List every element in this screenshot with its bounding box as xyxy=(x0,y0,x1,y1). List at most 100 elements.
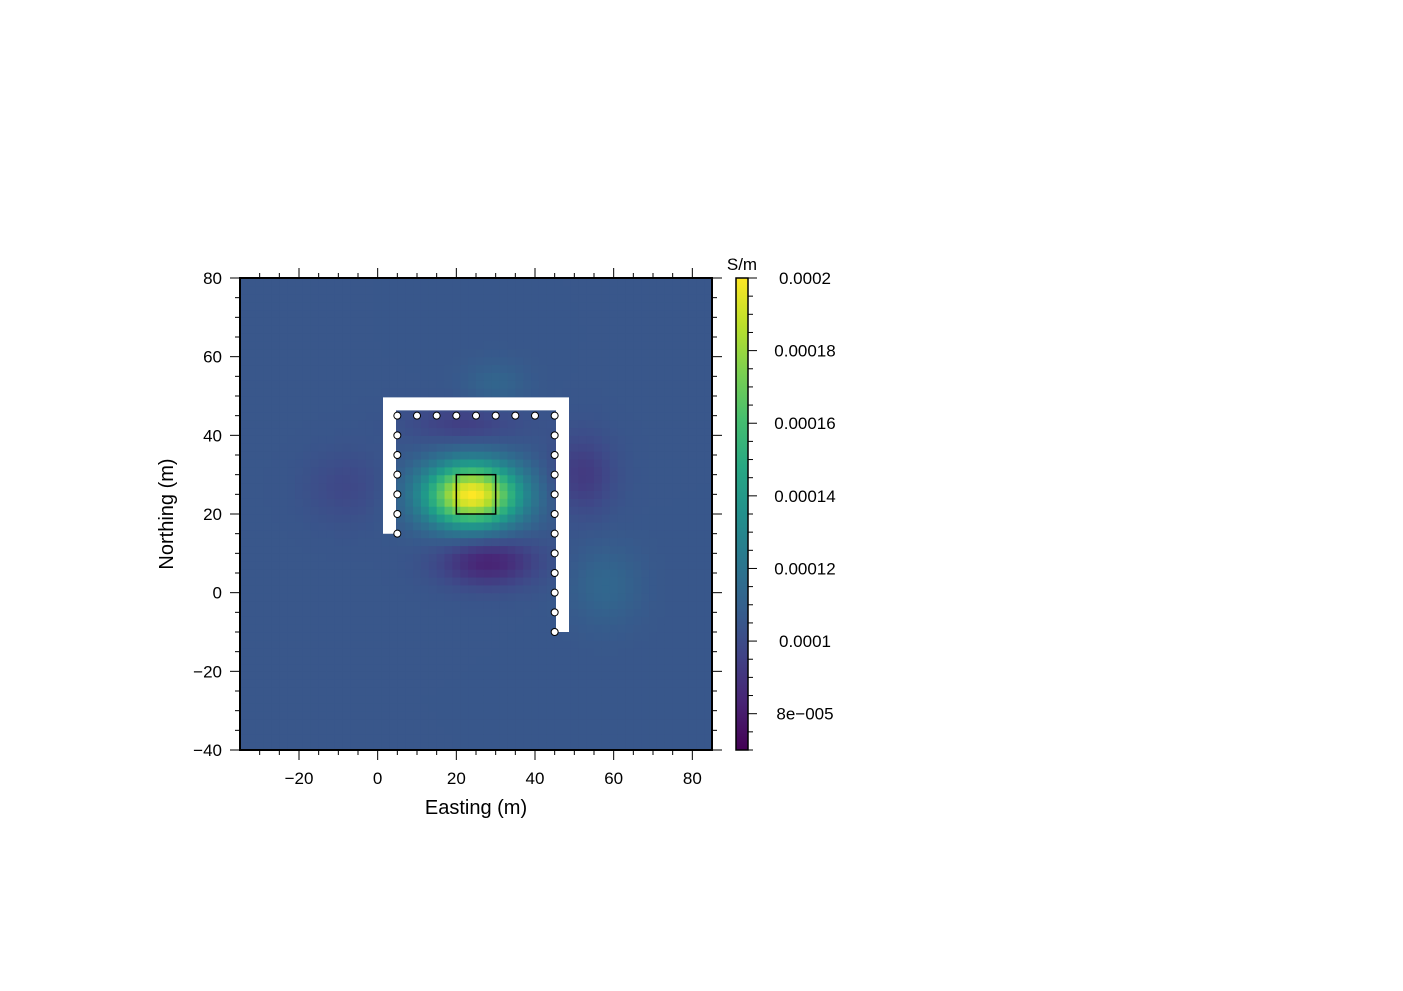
heatmap-cell xyxy=(240,325,249,334)
heatmap-cell xyxy=(295,702,304,712)
heatmap-cell xyxy=(302,600,312,609)
heatmap-cell xyxy=(562,309,571,318)
heatmap-cell xyxy=(531,529,540,539)
heatmap-cell xyxy=(531,632,540,641)
heatmap-cell xyxy=(672,498,682,507)
heatmap-cell xyxy=(483,702,493,712)
heatmap-cell xyxy=(601,490,611,499)
heatmap-cell xyxy=(499,742,509,750)
heatmap-cell xyxy=(649,364,658,373)
heatmap-cell xyxy=(310,726,320,735)
heatmap-cell xyxy=(334,679,343,688)
heatmap-cell xyxy=(263,624,273,633)
heatmap-cell xyxy=(499,561,509,570)
heatmap-cell xyxy=(483,545,493,554)
heatmap-cell xyxy=(428,285,438,295)
heatmap-cell xyxy=(688,521,697,531)
heatmap-cell xyxy=(696,734,705,743)
heatmap-cell xyxy=(342,616,351,625)
heatmap-cell xyxy=(554,285,564,295)
heatmap-cell xyxy=(554,309,564,318)
heatmap-cell xyxy=(460,411,469,421)
heatmap-cell xyxy=(696,293,705,303)
heatmap-cell xyxy=(310,616,320,625)
heatmap-cell xyxy=(310,419,320,429)
heatmap-cell xyxy=(420,498,430,507)
heatmap-cell xyxy=(633,419,642,429)
heatmap-cell xyxy=(672,655,682,665)
heatmap-cell xyxy=(515,561,524,570)
heatmap-cell xyxy=(247,655,257,665)
heatmap-cell xyxy=(625,529,634,539)
heatmap-cell xyxy=(515,514,524,523)
heatmap-cell xyxy=(365,514,375,523)
heatmap-cell xyxy=(436,561,446,570)
heatmap-cell xyxy=(586,482,595,491)
heatmap-cell xyxy=(295,632,304,641)
heatmap-cell xyxy=(420,608,430,617)
heatmap-cell xyxy=(247,687,257,696)
heatmap-cell xyxy=(373,356,383,366)
heatmap-cell xyxy=(295,616,304,625)
heatmap-cell xyxy=(546,333,556,342)
heatmap-cell xyxy=(420,537,430,547)
heatmap-cell xyxy=(601,506,611,515)
heatmap-cell xyxy=(609,372,619,381)
heatmap-cell xyxy=(538,458,548,468)
heatmap-cell xyxy=(594,734,603,743)
heatmap-cell xyxy=(444,482,453,491)
heatmap-cell xyxy=(247,639,257,649)
heatmap-cell xyxy=(397,411,406,421)
station-marker xyxy=(550,549,559,558)
heatmap-cell xyxy=(405,702,414,712)
heatmap-cell xyxy=(460,584,469,594)
heatmap-cell xyxy=(656,521,666,531)
heatmap-cell xyxy=(310,372,320,381)
heatmap-cell xyxy=(279,687,288,696)
heatmap-cell xyxy=(334,569,343,578)
heatmap-cell xyxy=(499,687,509,696)
heatmap-cell xyxy=(350,333,359,342)
heatmap-cell xyxy=(515,718,524,727)
heatmap-cell xyxy=(664,608,674,617)
heatmap-cell xyxy=(578,293,587,303)
heatmap-cell xyxy=(350,482,359,491)
heatmap-cell xyxy=(405,466,414,476)
heatmap-cell xyxy=(531,309,540,318)
heatmap-cell xyxy=(704,632,712,641)
heatmap-cell xyxy=(507,451,516,460)
heatmap-cell xyxy=(436,514,446,523)
heatmap-cell xyxy=(609,340,619,350)
heatmap-cell xyxy=(389,388,398,397)
heatmap-cell xyxy=(696,742,705,750)
heatmap-cell xyxy=(507,529,516,539)
heatmap-cell xyxy=(302,679,312,688)
heatmap-cell xyxy=(310,655,320,665)
heatmap-cell xyxy=(255,537,265,547)
heatmap-cell xyxy=(342,325,351,334)
heatmap-cell xyxy=(609,514,619,523)
heatmap-cell xyxy=(617,380,627,389)
heatmap-cell xyxy=(688,576,697,586)
heatmap-cell xyxy=(444,498,453,507)
heatmap-cell xyxy=(594,726,603,735)
heatmap-cell xyxy=(688,372,697,381)
heatmap-cell xyxy=(617,285,627,295)
heatmap-cell xyxy=(389,726,398,735)
heatmap-cell xyxy=(318,537,328,547)
heatmap-cell xyxy=(428,427,438,436)
heatmap-cell xyxy=(334,521,343,531)
heatmap-cell xyxy=(499,537,509,547)
heatmap-cell xyxy=(444,529,453,539)
heatmap-cell xyxy=(295,561,304,570)
heatmap-cell xyxy=(452,293,461,303)
heatmap-cell xyxy=(468,458,477,468)
heatmap-cell xyxy=(318,419,328,429)
heatmap-cell xyxy=(562,647,571,657)
heatmap-cell xyxy=(287,388,296,397)
heatmap-cell xyxy=(586,718,595,727)
heatmap-cell xyxy=(515,506,524,515)
heatmap-cell xyxy=(649,545,658,554)
heatmap-cell xyxy=(609,576,619,586)
heatmap-cell xyxy=(436,616,446,625)
